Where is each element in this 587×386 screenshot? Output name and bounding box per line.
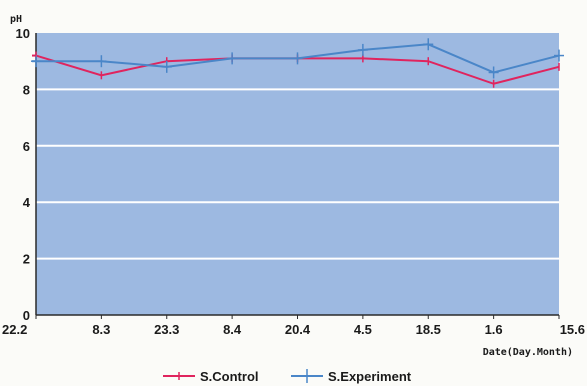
x-tick-8.3: 8.3 [92, 322, 110, 337]
x-tick-22.2: 22.2 [2, 322, 27, 337]
point-s-experiment-8.4 [227, 52, 238, 65]
legend: S.Control S.Experiment [163, 369, 412, 384]
legend-label-s-experiment: S.Experiment [328, 369, 412, 384]
y-tick-labels: 0 2 4 6 8 10 [16, 26, 31, 323]
x-tick-labels: 22.2 8.3 23.3 8.4 20.4 4.5 18.5 1.6 15.6 [2, 315, 585, 337]
x-tick-18.5: 18.5 [416, 322, 441, 337]
y-tick-2: 2 [23, 252, 30, 267]
x-tick-23.3: 23.3 [154, 322, 179, 337]
x-tick-20.4: 20.4 [285, 322, 311, 337]
y-tick-0: 0 [23, 308, 30, 323]
point-s-experiment-23.3 [161, 60, 172, 73]
y-tick-10: 10 [16, 26, 30, 41]
y-axis-label: pH [10, 14, 22, 25]
series-layer [31, 38, 564, 88]
point-s-experiment-18.5 [423, 38, 434, 51]
x-tick-1.6: 1.6 [485, 322, 503, 337]
y-tick-8: 8 [23, 82, 30, 97]
y-tick-4: 4 [23, 195, 31, 210]
point-s-experiment-1.6 [488, 66, 499, 79]
point-s-experiment-8.3 [96, 55, 107, 68]
x-axis-label: Date(Day.Month) [483, 347, 573, 358]
y-tick-6: 6 [23, 139, 30, 154]
point-s-experiment-4.5 [357, 43, 368, 56]
point-s-experiment-15.6 [554, 49, 564, 62]
point-s-experiment-20.4 [292, 52, 303, 65]
plot-area [36, 33, 559, 315]
legend-label-s-control: S.Control [200, 369, 259, 384]
x-tick-15.6: 15.6 [560, 322, 585, 337]
x-tick-8.4: 8.4 [223, 322, 242, 337]
x-tick-4.5: 4.5 [354, 322, 372, 337]
